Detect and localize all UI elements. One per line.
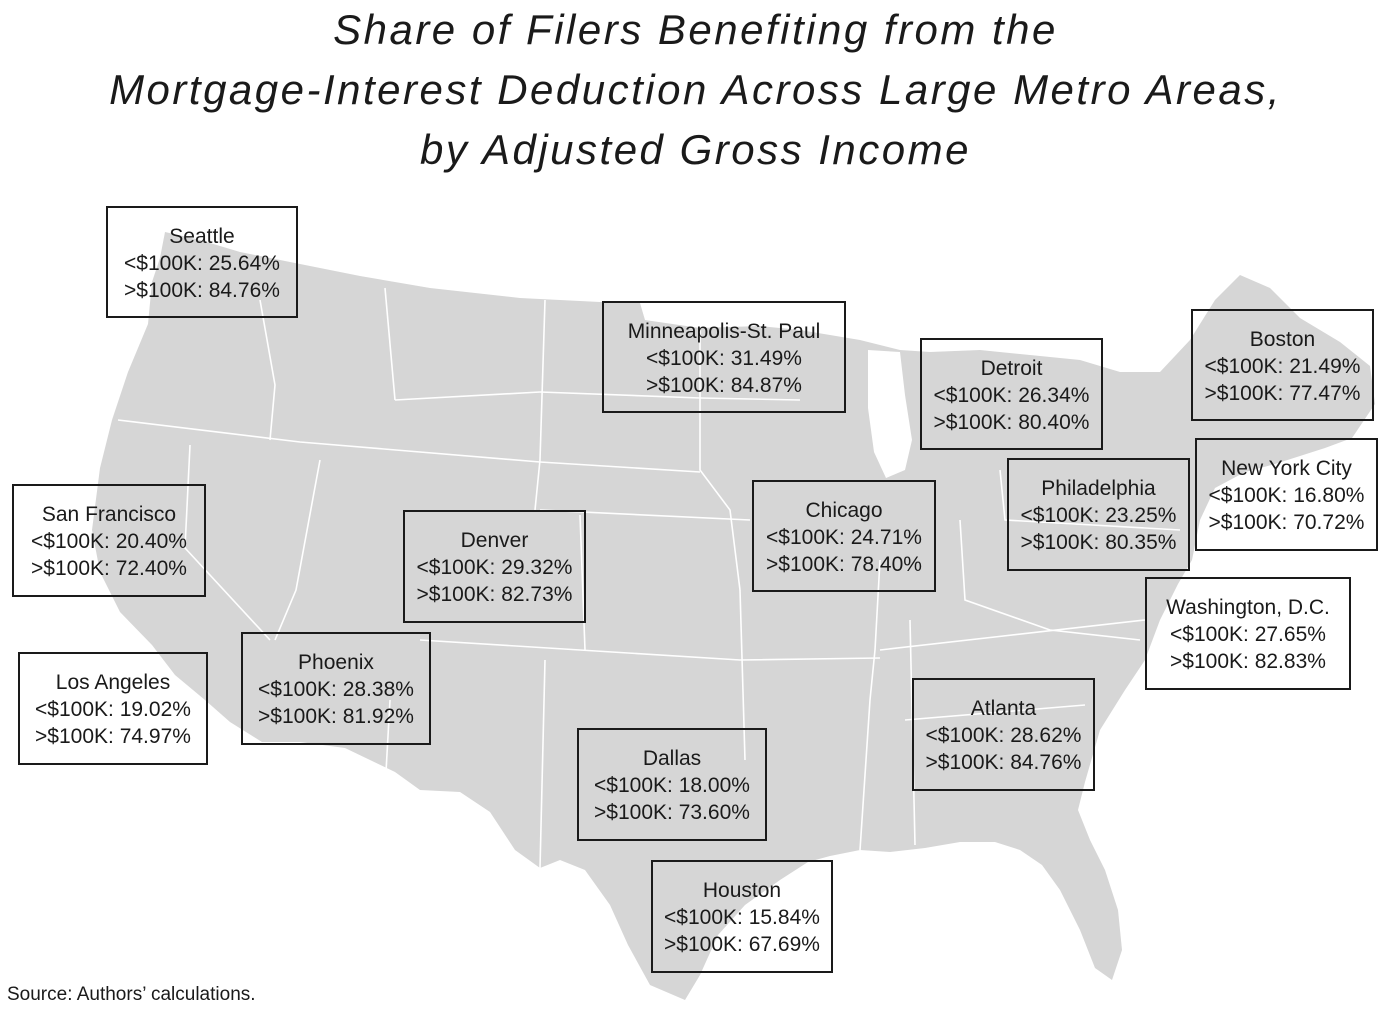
metro-over-100k: >$100K: 82.73% (416, 583, 573, 606)
metro-box-philadelphia: Philadelphia <$100K: 23.25% >$100K: 80.3… (1007, 458, 1190, 571)
metro-box-denver: Denver <$100K: 29.32% >$100K: 82.73% (403, 510, 586, 623)
metro-over-100k: >$100K: 84.76% (925, 751, 1082, 774)
metro-box-washington-dc: Washington, D.C. <$100K: 27.65% >$100K: … (1145, 577, 1351, 690)
metro-under-100k: <$100K: 25.64% (124, 252, 280, 275)
metro-name: Boston (1249, 328, 1316, 351)
metro-over-100k: >$100K: 80.35% (1020, 531, 1177, 554)
metro-under-100k: <$100K: 23.25% (1020, 504, 1177, 527)
metro-box-atlanta: Atlanta <$100K: 28.62% >$100K: 84.76% (912, 678, 1095, 791)
metro-under-100k: <$100K: 26.34% (933, 384, 1090, 407)
metro-under-100k: <$100K: 28.62% (925, 724, 1082, 747)
title-line-2: Mortgage-Interest Deduction Across Large… (109, 66, 1282, 113)
metro-name: New York City (1221, 457, 1352, 480)
metro-under-100k: <$100K: 24.71% (766, 526, 922, 549)
metro-box-detroit: Detroit <$100K: 26.34% >$100K: 80.40% (920, 338, 1103, 450)
metro-name: Seattle (169, 225, 235, 248)
source-note: Source: Authors’ calculations. (7, 984, 256, 1005)
metro-over-100k: >$100K: 74.97% (35, 725, 191, 748)
metro-under-100k: <$100K: 31.49% (646, 347, 802, 370)
metro-under-100k: <$100K: 29.32% (416, 556, 573, 579)
metro-name: Phoenix (298, 651, 374, 674)
metro-under-100k: <$100K: 19.02% (35, 698, 191, 721)
metro-over-100k: >$100K: 77.47% (1204, 382, 1361, 405)
metro-under-100k: <$100K: 27.65% (1170, 623, 1326, 646)
us-landmass (92, 232, 1375, 1000)
metro-over-100k: >$100K: 82.83% (1170, 650, 1326, 673)
state-borders (117, 287, 1181, 869)
metro-name: Denver (460, 529, 529, 552)
metro-over-100k: >$100K: 81.92% (258, 705, 414, 728)
metro-over-100k: >$100K: 72.40% (31, 557, 187, 580)
title-line-1: Share of Filers Benefiting from the (333, 6, 1058, 53)
metro-name: Dallas (642, 747, 702, 770)
metro-box-san-francisco: San Francisco <$100K: 20.40% >$100K: 72.… (12, 484, 206, 597)
metro-under-100k: <$100K: 28.38% (258, 678, 414, 701)
metro-name: Chicago (805, 499, 883, 522)
metro-over-100k: >$100K: 78.40% (766, 553, 922, 576)
map-title: Share of Filers Benefiting from the Mort… (0, 0, 1391, 180)
title-line-3: by Adjusted Gross Income (420, 126, 971, 173)
metro-under-100k: <$100K: 16.80% (1208, 484, 1365, 507)
metro-box-phoenix: Phoenix <$100K: 28.38% >$100K: 81.92% (241, 632, 431, 745)
metro-box-boston: Boston <$100K: 21.49% >$100K: 77.47% (1191, 309, 1374, 421)
metro-name: Atlanta (970, 697, 1037, 720)
lake-michigan (868, 350, 912, 478)
metro-box-houston: Houston <$100K: 15.84% >$100K: 67.69% (651, 860, 833, 973)
metro-name: Detroit (980, 357, 1043, 380)
metro-box-dallas: Dallas <$100K: 18.00% >$100K: 73.60% (577, 728, 767, 841)
metro-over-100k: >$100K: 84.76% (124, 279, 280, 302)
metro-name: Los Angeles (55, 671, 171, 694)
metro-name: Houston (702, 879, 782, 902)
metro-under-100k: <$100K: 18.00% (594, 774, 750, 797)
metro-over-100k: >$100K: 70.72% (1208, 511, 1365, 534)
metro-box-chicago: Chicago <$100K: 24.71% >$100K: 78.40% (752, 480, 936, 592)
metro-under-100k: <$100K: 21.49% (1204, 355, 1361, 378)
metro-box-new-york-city: New York City <$100K: 16.80% >$100K: 70.… (1195, 438, 1378, 551)
metro-name: San Francisco (41, 503, 177, 526)
metro-over-100k: >$100K: 80.40% (933, 411, 1090, 434)
metro-under-100k: <$100K: 15.84% (664, 906, 820, 929)
metro-over-100k: >$100K: 73.60% (594, 801, 750, 824)
metro-name: Washington, D.C. (1166, 596, 1330, 619)
metro-box-seattle: Seattle <$100K: 25.64% >$100K: 84.76% (106, 206, 298, 318)
metro-over-100k: >$100K: 67.69% (664, 933, 820, 956)
metro-box-minneapolis-st-paul: Minneapolis-St. Paul <$100K: 31.49% >$10… (602, 301, 846, 413)
metro-over-100k: >$100K: 84.87% (646, 374, 802, 397)
metro-name: Philadelphia (1041, 477, 1156, 500)
metro-under-100k: <$100K: 20.40% (31, 530, 187, 553)
metro-name: Minneapolis-St. Paul (627, 320, 821, 343)
metro-box-los-angeles: Los Angeles <$100K: 19.02% >$100K: 74.97… (18, 652, 208, 765)
